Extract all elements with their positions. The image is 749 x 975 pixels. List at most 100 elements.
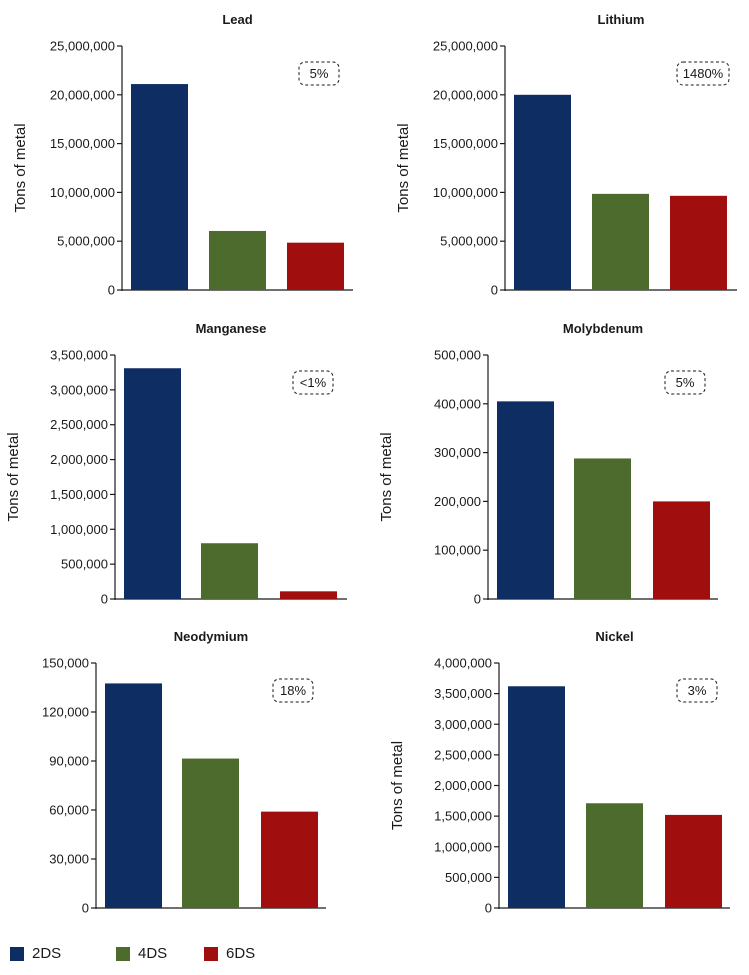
bar-2ds <box>497 401 554 599</box>
y-tick-label: 3,000,000 <box>50 382 108 397</box>
bar-6ds <box>653 501 710 599</box>
y-tick-label: 3,000,000 <box>434 717 492 732</box>
y-axis-label: Tons of metal <box>395 123 412 212</box>
chart-panel-manganese: Manganese Tons of metal 0 500,000 1,000,000 1… <box>5 321 347 607</box>
chart-panel-molybdenum: Molybdenum Tons of metal 0 100,000 200,000 30… <box>378 321 718 607</box>
bar-4ds <box>209 230 266 290</box>
legend-item-2ds: 2DS <box>10 945 116 962</box>
bar-4ds <box>574 458 631 599</box>
annotation-label: 18% <box>280 683 306 698</box>
bar-2ds <box>105 683 162 908</box>
y-tick-label: 400,000 <box>434 396 481 411</box>
chart-grid: Lead Tons of metal 0 5,000,000 10,000,000 15,… <box>0 12 737 916</box>
y-tick-label: 300,000 <box>434 445 481 460</box>
y-tick-label: 500,000 <box>445 870 492 885</box>
y-tick-label: 2,500,000 <box>50 417 108 432</box>
y-tick-label: 2,000,000 <box>50 452 108 467</box>
annotation-badge <box>664 370 706 395</box>
legend-swatch-6ds <box>204 946 218 961</box>
bar-4ds <box>201 543 258 599</box>
chart-title: Nickel <box>595 629 633 644</box>
y-tick-label: 20,000,000 <box>433 87 498 102</box>
bar-6ds <box>665 814 722 908</box>
y-tick-label: 15,000,000 <box>433 136 498 151</box>
y-tick-label: 25,000,000 <box>50 39 115 54</box>
y-tick-label: 90,000 <box>49 754 89 769</box>
legend-label-6ds: 6DS <box>226 945 256 962</box>
y-tick-label: 3,500,000 <box>50 348 108 363</box>
chart-title: Manganese <box>196 321 267 336</box>
y-tick-label: 0 <box>485 901 492 916</box>
y-tick-label: 3,500,000 <box>434 686 492 701</box>
bar-2ds <box>508 686 565 908</box>
y-tick-label: 5,000,000 <box>440 234 498 249</box>
y-tick-label: 100,000 <box>434 543 481 558</box>
annotation-label: 5% <box>310 66 329 81</box>
legend-item-6ds: 6DS <box>204 945 255 962</box>
y-tick-label: 4,000,000 <box>434 656 492 671</box>
chart-panel-lithium: Lithium Tons of metal 0 5,000,000 10,000,000… <box>395 12 737 298</box>
y-axis-label: Tons of metal <box>0 741 3 830</box>
y-tick-label: 1,500,000 <box>434 809 492 824</box>
y-tick-label: 0 <box>101 592 108 607</box>
chart-panel-neodymium: Neodymium Tons of metal 0 30,000 60,000 90,00… <box>0 629 326 916</box>
legend-label-2ds: 2DS <box>32 945 62 962</box>
annotation-label: 1480% <box>683 66 724 81</box>
y-tick-label: 1,000,000 <box>434 839 492 854</box>
y-tick-label: 500,000 <box>434 348 481 363</box>
y-tick-label: 0 <box>108 283 115 298</box>
bar-4ds <box>182 758 239 908</box>
y-axis-label: Tons of metal <box>5 432 22 521</box>
legend-swatch-4ds <box>116 946 130 961</box>
chart-title: Lead <box>222 12 252 27</box>
y-tick-label: 0 <box>491 283 498 298</box>
y-tick-label: 20,000,000 <box>50 87 115 102</box>
bar-4ds <box>592 193 649 290</box>
bar-4ds <box>586 803 643 908</box>
y-tick-label: 0 <box>82 901 89 916</box>
bar-6ds <box>670 195 727 290</box>
y-tick-label: 5,000,000 <box>57 234 115 249</box>
legend-swatch-2ds <box>10 946 24 961</box>
y-tick-label: 10,000,000 <box>433 185 498 200</box>
bar-6ds <box>261 811 318 908</box>
y-tick-label: 120,000 <box>42 705 89 720</box>
y-tick-label: 2,500,000 <box>434 747 492 762</box>
annotation-badge <box>676 61 730 86</box>
legend: 2DS 4DS 6DS <box>10 945 255 962</box>
y-tick-label: 0 <box>474 592 481 607</box>
bar-6ds <box>287 242 344 290</box>
legend-item-4ds: 4DS <box>116 945 204 962</box>
y-tick-label: 25,000,000 <box>433 39 498 54</box>
annotation-badge <box>298 61 340 86</box>
chart-title: Lithium <box>598 12 645 27</box>
chart-title: Neodymium <box>174 629 248 644</box>
chart-panel-nickel: Nickel Tons of metal 0 500,000 1,000,000 1,50… <box>389 629 730 916</box>
y-tick-label: 10,000,000 <box>50 185 115 200</box>
annotation-badge <box>272 678 314 703</box>
y-tick-label: 150,000 <box>42 656 89 671</box>
bar-2ds <box>514 94 571 290</box>
y-tick-label: 200,000 <box>434 494 481 509</box>
y-tick-label: 60,000 <box>49 803 89 818</box>
y-axis-label: Tons of metal <box>389 741 406 830</box>
bar-6ds <box>280 591 337 599</box>
bar-2ds <box>124 368 181 599</box>
annotation-label: <1% <box>300 375 327 390</box>
annotation-label: 3% <box>688 683 707 698</box>
y-tick-label: 30,000 <box>49 852 89 867</box>
y-tick-label: 1,000,000 <box>50 522 108 537</box>
annotation-badge <box>292 370 334 395</box>
chart-title: Molybdenum <box>563 321 643 336</box>
bar-2ds <box>131 84 188 291</box>
y-axis-label: Tons of metal <box>378 432 395 521</box>
y-tick-label: 500,000 <box>61 557 108 572</box>
annotation-badge <box>676 678 718 703</box>
y-axis-label: Tons of metal <box>12 123 29 212</box>
y-tick-label: 15,000,000 <box>50 136 115 151</box>
y-tick-label: 2,000,000 <box>434 778 492 793</box>
annotation-label: 5% <box>676 375 695 390</box>
chart-panel-lead: Lead Tons of metal 0 5,000,000 10,000,000 15,… <box>12 12 353 298</box>
y-tick-label: 1,500,000 <box>50 487 108 502</box>
legend-label-4ds: 4DS <box>138 945 168 962</box>
